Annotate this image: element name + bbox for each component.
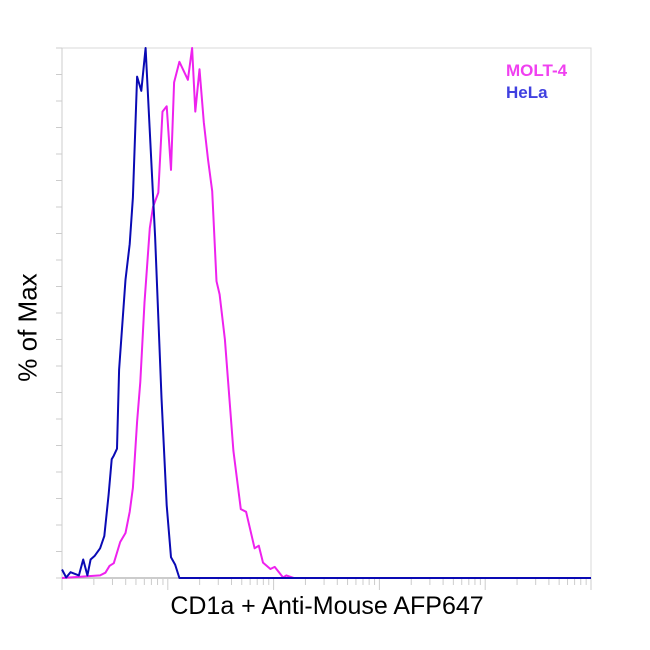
y-axis-label: % of Max bbox=[12, 273, 43, 382]
series-lines bbox=[61, 47, 591, 579]
plot-frame bbox=[61, 47, 592, 579]
series-line-hela bbox=[61, 47, 591, 579]
legend-entry-molt4: MOLT-4 bbox=[506, 61, 568, 80]
x-axis-label: CD1a + Anti-Mouse AFP647 bbox=[170, 592, 484, 620]
legend-entry-hela: HeLa bbox=[506, 83, 548, 102]
series-line-molt4 bbox=[61, 47, 591, 579]
legend: MOLT-4 HeLa bbox=[506, 60, 567, 104]
